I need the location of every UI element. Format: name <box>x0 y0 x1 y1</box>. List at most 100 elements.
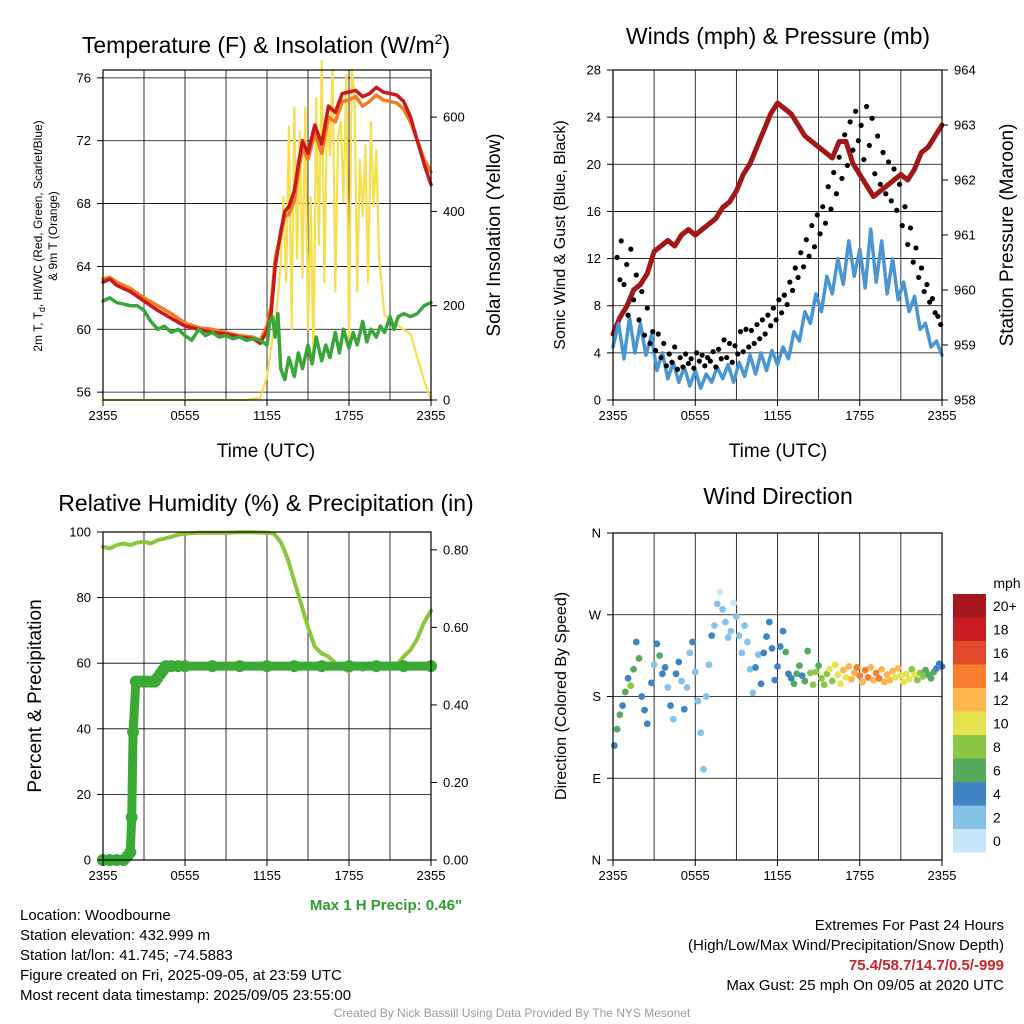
gust-point <box>625 312 631 318</box>
colorbar-swatch <box>953 805 986 829</box>
y-tick-label: 8 <box>594 298 601 313</box>
direction-point <box>749 689 757 697</box>
direction-point <box>900 678 908 686</box>
gust-point <box>680 364 686 370</box>
direction-point <box>650 661 658 669</box>
winds-ticks: 2355 0555 1155 1755 235504812162024289589599… <box>587 63 976 424</box>
colorbar-swatch <box>953 688 986 712</box>
gust-point <box>743 326 749 332</box>
credit-line: Created By Nick Bassill Using Data Provi… <box>333 1006 691 1020</box>
gust-point <box>891 166 897 172</box>
x-tick-label: 2355 <box>928 868 957 883</box>
y2-tick-label: 961 <box>954 228 976 243</box>
y2-tick-label: 0.80 <box>443 542 468 557</box>
direction-point <box>678 677 685 685</box>
gust-point <box>877 181 883 187</box>
gust-point <box>800 264 807 270</box>
colorbar-label: 20+ <box>993 598 1017 614</box>
station-info: Location: Woodbourne Station elevation: … <box>20 906 351 1006</box>
x-tick-label: 2355 <box>417 868 446 883</box>
direction-point <box>913 676 921 684</box>
humidity-title: Relative Humidity (%) & Precipitation (i… <box>58 490 473 516</box>
colorbar-label: 16 <box>993 645 1009 661</box>
gust-point <box>748 327 755 334</box>
humidity-ylabel: Percent & Precipitation <box>25 599 46 792</box>
gust-point <box>825 184 831 190</box>
temperature-grid <box>103 70 431 400</box>
gust-point <box>916 274 922 281</box>
y-tick-label: 64 <box>77 259 91 274</box>
gust-point <box>842 132 848 138</box>
direction-point <box>894 664 902 672</box>
direction-point <box>713 600 721 608</box>
x-tick-label: 2355 <box>928 408 957 423</box>
gust-point <box>814 212 820 218</box>
y2-tick-label: 0.20 <box>443 775 468 790</box>
gust-point <box>855 138 861 144</box>
direction-point <box>719 605 727 613</box>
precip-point <box>127 726 140 739</box>
gust-point <box>751 340 757 347</box>
direction-point <box>630 665 637 673</box>
gust-point <box>628 246 634 252</box>
precip-point <box>343 660 355 673</box>
direction-point <box>621 688 629 696</box>
winds-title: Winds (mph) & Pressure (mb) <box>626 23 930 49</box>
x-tick-label: 2355 <box>89 868 118 883</box>
y-tick-label: 60 <box>77 322 91 337</box>
extremes-values: 75.4/58.7/14.7/0.5/-999 <box>848 957 1004 974</box>
max-gust: Max Gust: 25 mph On 09/05 at 2020 UTC <box>726 977 1004 994</box>
gust-point <box>618 238 624 244</box>
speed-colorbar: 0 2 4 6 8 10 12 14 16 18 20+ <box>953 594 1017 853</box>
gust-point <box>655 331 661 337</box>
colorbar-swatch <box>953 735 986 759</box>
gust-point <box>885 159 892 165</box>
y2-tick-label: 962 <box>954 173 976 188</box>
direction-point <box>763 633 770 640</box>
gust-point <box>718 356 724 362</box>
gust-point <box>759 317 766 323</box>
station-location: Location: Woodbourne <box>20 907 171 924</box>
gust-point <box>787 279 793 285</box>
direction-point <box>856 672 864 680</box>
direction-point <box>667 702 674 709</box>
direction-point <box>727 627 735 635</box>
direction-point <box>616 711 624 719</box>
gust-point <box>691 365 697 371</box>
y-tick-label: 72 <box>77 133 91 148</box>
gust-point <box>918 265 925 271</box>
direction-point <box>638 693 646 700</box>
direction-point <box>864 674 872 681</box>
gust-point <box>850 147 856 153</box>
x-tick-label: 1755 <box>335 408 364 423</box>
gust-point <box>614 254 620 260</box>
colorbar-swatch <box>953 617 986 641</box>
direction-point <box>683 684 691 691</box>
direction-point <box>815 662 823 670</box>
gust-point <box>669 359 675 365</box>
gust-point <box>672 344 678 350</box>
direction-point <box>828 677 836 685</box>
direction-point <box>738 649 746 657</box>
direction-point <box>927 674 935 682</box>
gust-point <box>820 204 826 210</box>
direction-point <box>826 665 833 673</box>
direction-point <box>804 647 812 655</box>
direction-point <box>768 644 776 652</box>
direction-point <box>886 676 894 684</box>
gust-point <box>641 332 648 338</box>
y2-tick-label: 964 <box>954 63 976 78</box>
x-tick-label: 1155 <box>764 868 792 883</box>
colorbar-label: 14 <box>993 668 1009 684</box>
direction-point <box>641 706 648 714</box>
colorbar-swatch <box>953 758 986 782</box>
precip-point <box>315 660 328 673</box>
y2-tick-label: 0.40 <box>443 697 468 712</box>
gust-point <box>661 340 667 347</box>
y-tick-label: 0 <box>594 393 601 408</box>
precip-point <box>370 660 383 673</box>
direction-point <box>619 702 626 709</box>
gust-point <box>784 301 790 308</box>
gust-point <box>724 354 730 361</box>
